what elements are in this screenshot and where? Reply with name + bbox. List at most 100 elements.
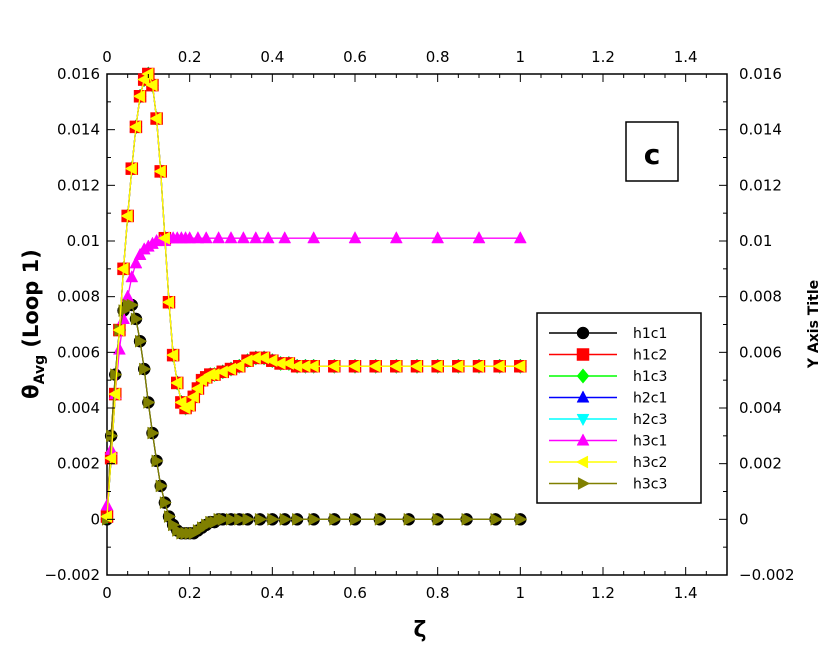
y-axis-title-suffix: (Loop 1) — [19, 249, 43, 355]
x-tick-label-bottom: 1 — [516, 584, 526, 602]
legend-label-h1c1: h1c1 — [633, 326, 667, 342]
series-point-h3c1 — [278, 231, 292, 244]
series-point-h3c2 — [145, 78, 158, 92]
series-point-h3c2 — [161, 295, 175, 309]
y-tick-label-right: 0 — [739, 510, 749, 528]
x-tick-label-bottom: 0.6 — [343, 584, 367, 602]
y-tick-label-left: 0.006 — [57, 343, 100, 361]
series-h1c2 — [100, 67, 527, 523]
y-tick-label-left: 0 — [90, 510, 100, 528]
series-point-h3c2 — [409, 359, 423, 373]
series-point-h3c1 — [224, 231, 238, 244]
series-h2c1 — [100, 66, 527, 522]
y-tick-label-left: 0.002 — [57, 455, 100, 473]
series-point-h3c2 — [471, 359, 485, 373]
series-point-h3c3 — [461, 512, 474, 526]
y-tick-label-right: 0.012 — [739, 176, 782, 194]
series-point-h3c2 — [141, 67, 154, 81]
x-tick-label-top: 0.4 — [260, 48, 284, 66]
series-point-h3c1 — [261, 231, 275, 244]
series-point-h3c2 — [306, 359, 319, 373]
series-point-h3c2 — [492, 359, 505, 373]
series-point-h3c3 — [217, 512, 230, 526]
series-point-h3c2 — [368, 359, 381, 373]
y-tick-label-right: 0.008 — [739, 288, 782, 306]
y-tick-label-left: 0.004 — [57, 399, 100, 417]
series-point-h3c3 — [225, 512, 239, 526]
series-h3c2 — [99, 67, 526, 523]
series-point-h3c1 — [183, 231, 197, 244]
series-point-h3c3 — [151, 454, 164, 468]
series-line-h3c2 — [106, 72, 521, 517]
series-point-h3c2 — [120, 209, 133, 223]
series-point-h3c1 — [212, 231, 226, 244]
ticks-layer: 0 0 0.2 0.2 0.4 0.4 0.6 0.6 0.8 0.8 1 1 1.2 1.2 1.4 1.4… — [44, 48, 794, 602]
y-tick-label-right: 0.006 — [739, 343, 782, 361]
legend-label-h3c2: h3c2 — [633, 455, 667, 471]
legend-marker-h1c1 — [576, 326, 590, 340]
series-point-h3c2 — [389, 359, 402, 373]
y-tick-label-right: 0.014 — [739, 121, 782, 139]
series-point-h3c3 — [155, 479, 168, 493]
series-point-h3c2 — [186, 390, 199, 404]
legend-marker-h3c2 — [575, 455, 589, 469]
series-point-h3c1 — [307, 231, 321, 244]
legend-label-h2c3: h2c3 — [633, 412, 667, 428]
series-point-h3c3 — [130, 312, 144, 326]
x-tick-label-bottom: 0 — [102, 584, 112, 602]
series-point-h3c1 — [236, 231, 250, 244]
y-axis-title-right: Y Axis Title — [806, 280, 822, 369]
legend-marker-h2c3 — [576, 413, 590, 427]
series-point-h3c2 — [149, 112, 162, 125]
legend-item-h2c3: h2c3 — [549, 412, 667, 428]
legend-label-h1c2: h1c2 — [633, 348, 667, 364]
legend-label-h3c3: h3c3 — [633, 477, 667, 493]
series-point-h3c2 — [124, 162, 137, 176]
series-point-h3c2 — [232, 359, 245, 373]
series-point-h3c3 — [234, 512, 247, 526]
legend-item-h3c1: h3c1 — [549, 433, 667, 450]
series-point-h3c2 — [153, 165, 166, 178]
legend-item-h1c2: h1c2 — [549, 348, 667, 364]
x-tick-label-top: 0.6 — [343, 48, 367, 66]
series-point-h3c1 — [112, 342, 126, 355]
series-h3c3 — [101, 298, 528, 540]
series-point-h3c3 — [139, 362, 152, 376]
series-point-h3c2 — [430, 359, 443, 373]
series-point-h3c2 — [347, 359, 361, 373]
series-point-h3c2 — [170, 376, 183, 390]
y-tick-label-right: 0.004 — [739, 399, 782, 417]
series-point-h3c2 — [116, 262, 129, 276]
x-tick-label-top: 0.2 — [178, 48, 202, 66]
y-axis-title-sub: Avg — [32, 355, 48, 384]
y-tick-label-left: 0.012 — [57, 176, 100, 194]
legend-item-h2c1: h2c1 — [549, 390, 667, 407]
series-point-h3c1 — [431, 231, 445, 244]
series-point-h3c3 — [403, 512, 416, 526]
series-point-h3c2 — [103, 451, 117, 465]
legend-item-h3c2: h3c2 — [549, 455, 667, 471]
series-point-h3c3 — [126, 298, 139, 312]
x-tick-label-bottom: 1.4 — [674, 584, 698, 602]
y-tick-label-right: −0.002 — [739, 566, 795, 584]
series-point-h3c3 — [292, 512, 305, 526]
x-tick-label-top: 1.2 — [591, 48, 615, 66]
series-point-h3c1 — [513, 231, 527, 244]
y-tick-label-left: 0.01 — [67, 232, 100, 250]
legend: h1c1 h1c2 h1c3 h2c1 h2c3 h3c1 h3c2 h3c3 — [536, 312, 702, 504]
legend-label-h3c1: h3c1 — [633, 434, 667, 450]
legend-item-h3c3: h3c3 — [549, 477, 667, 493]
series-point-h3c2 — [132, 89, 146, 103]
series-point-h3c2 — [157, 231, 170, 245]
y-tick-label-left: 0.008 — [57, 288, 100, 306]
x-tick-label-top: 0.8 — [426, 48, 450, 66]
y-tick-label-left: 0.016 — [57, 65, 100, 83]
curves-layer — [99, 66, 528, 540]
legend-label-h1c3: h1c3 — [633, 369, 667, 385]
series-point-h3c3 — [432, 512, 445, 526]
y-tick-label-left: −0.002 — [44, 566, 100, 584]
legend-item-h1c3: h1c3 — [549, 368, 667, 385]
x-tick-label-bottom: 1.2 — [591, 584, 615, 602]
series-point-h3c3 — [242, 512, 255, 526]
